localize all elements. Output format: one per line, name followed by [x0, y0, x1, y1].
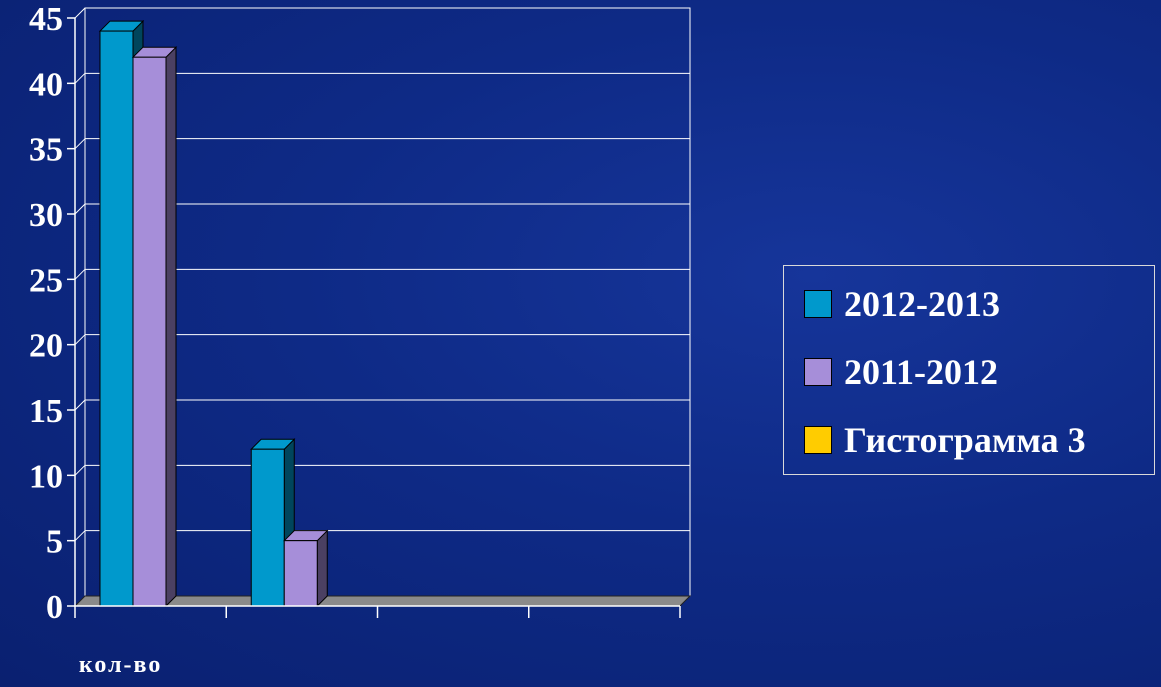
- bar-2-2: [283, 529, 329, 608]
- y-tick-label: 25: [29, 262, 63, 299]
- x-axis-labels: кол-во: [79, 652, 162, 678]
- gridline-side: [74, 399, 86, 411]
- bar-front: [132, 56, 167, 607]
- legend-item-3: Гистограмма 3: [804, 420, 1086, 460]
- bars: [98, 19, 329, 608]
- bar-front: [250, 448, 285, 607]
- legend-item-1: 2012-2013: [804, 284, 1000, 324]
- gridline-side: [74, 72, 86, 84]
- gridline-side: [74, 203, 86, 215]
- gridlines: [74, 7, 690, 542]
- y-tick-label: 0: [46, 589, 63, 626]
- legend-item-2: 2011-2012: [804, 352, 998, 392]
- legend-label-1: 2012-2013: [844, 284, 1000, 324]
- axes: [74, 18, 681, 618]
- y-axis-ticks: 0 5 10 15 20 25 30 35 40 45: [29, 1, 75, 626]
- y-tick-label: 20: [29, 328, 63, 365]
- bar-side: [316, 529, 328, 608]
- bar-2-1: [131, 45, 178, 608]
- gridline-side: [74, 7, 86, 19]
- bar-side: [165, 45, 177, 608]
- legend-swatch-1: [804, 290, 832, 318]
- gridline-side: [74, 268, 86, 280]
- legend-swatch-3: [804, 426, 832, 454]
- y-tick-label: 35: [29, 132, 63, 169]
- x-category-label: кол-во: [79, 652, 162, 678]
- y-tick-label: 15: [29, 393, 63, 430]
- legend: 2012-2013 2011-2012 Гистограмма 3: [783, 265, 1155, 475]
- y-tick-label: 10: [29, 458, 63, 495]
- gridline-side: [74, 464, 86, 476]
- legend-label-2: 2011-2012: [844, 352, 999, 392]
- y-tick-label: 30: [29, 197, 63, 234]
- legend-swatch-2: [804, 358, 832, 386]
- y-tick-label: 45: [29, 1, 63, 38]
- gridline-side: [74, 138, 86, 150]
- bar-front: [99, 30, 134, 607]
- gridline-side: [74, 334, 86, 346]
- y-tick-label: 5: [46, 524, 63, 561]
- legend-label-3: Гистограмма 3: [844, 420, 1086, 460]
- bar-1-2: [250, 437, 296, 608]
- y-tick-label: 40: [29, 66, 63, 103]
- gridline-side: [74, 530, 86, 542]
- bar-front: [283, 540, 318, 607]
